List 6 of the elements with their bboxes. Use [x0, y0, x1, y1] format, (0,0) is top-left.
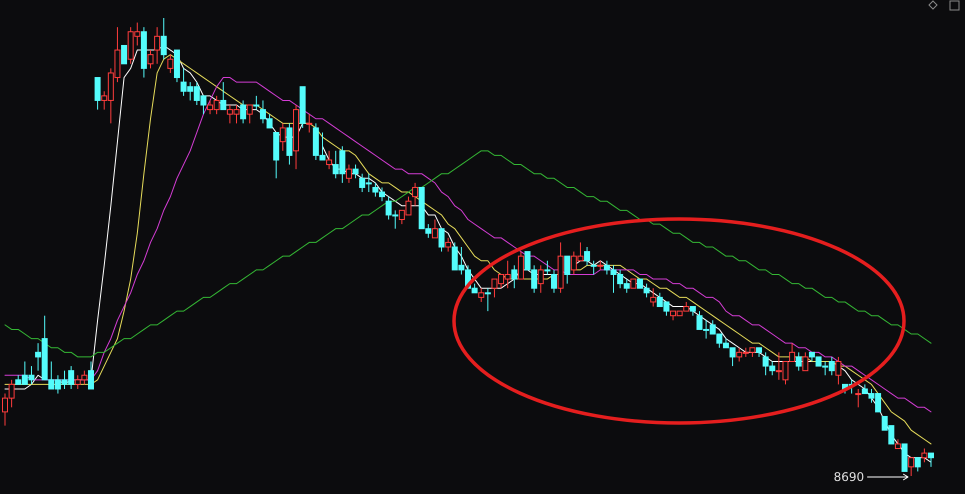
annotation: 8690 — [834, 470, 864, 484]
candlestick — [484, 288, 491, 312]
candlestick — [306, 114, 312, 133]
candlestick — [154, 26, 160, 64]
candlestick — [558, 242, 564, 294]
candlestick — [590, 260, 597, 275]
